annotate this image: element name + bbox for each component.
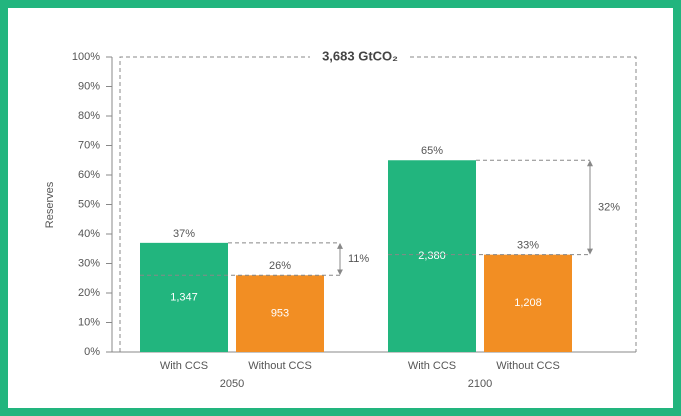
total-line xyxy=(119,56,637,352)
x-tick-label: With CCS xyxy=(408,360,456,372)
amount-label: 1,347 xyxy=(170,291,198,303)
value-label: 26% xyxy=(269,260,291,272)
y-tick-label: 30% xyxy=(78,257,100,269)
x-tick-label: Without CCS xyxy=(496,360,560,372)
value-label: 37% xyxy=(173,228,195,240)
total-label: 3,683 GtCO₂ xyxy=(322,48,398,63)
x-tick-label: Without CCS xyxy=(248,360,312,372)
group-label: 2100 xyxy=(468,378,492,390)
amount-label: 1,208 xyxy=(514,297,542,309)
bar xyxy=(484,254,572,352)
amount-label: 953 xyxy=(271,308,289,320)
bar xyxy=(140,242,228,352)
x-tick-label: With CCS xyxy=(160,360,208,372)
difference-label: 32% xyxy=(598,201,620,213)
y-tick-label: 70% xyxy=(78,139,100,151)
bar xyxy=(388,160,476,352)
value-label: 65% xyxy=(421,145,443,157)
group-label: 2050 xyxy=(220,378,244,390)
y-tick-label: 90% xyxy=(78,80,100,92)
y-tick-label: 20% xyxy=(78,287,100,299)
y-tick-label: 100% xyxy=(72,51,100,63)
bar xyxy=(236,275,324,352)
y-tick-label: 80% xyxy=(78,110,100,122)
difference-label: 11% xyxy=(348,253,369,265)
y-tick-label: 40% xyxy=(78,228,100,240)
y-tick-label: 0% xyxy=(84,346,100,358)
y-tick-label: 60% xyxy=(78,169,100,181)
value-label: 33% xyxy=(517,240,539,252)
amount-label: 2,380 xyxy=(418,250,446,262)
y-tick-label: 10% xyxy=(78,316,100,328)
y-axis-label: Reserves xyxy=(44,181,56,228)
y-tick-label: 50% xyxy=(78,198,100,210)
